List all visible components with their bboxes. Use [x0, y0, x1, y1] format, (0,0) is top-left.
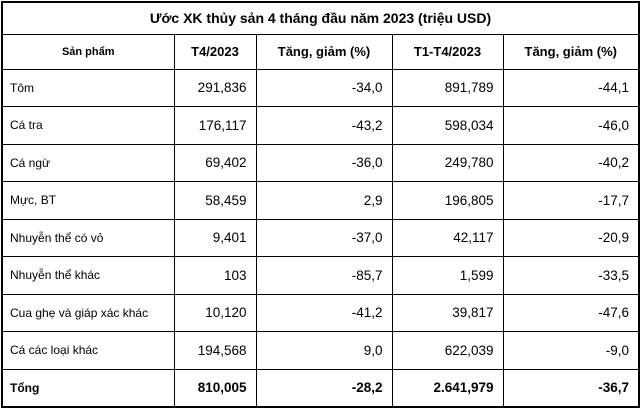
total-label-cell: Tổng — [1, 368, 175, 407]
t4-change-cell: -36,0 — [255, 143, 393, 182]
t4-change-cell: -37,0 — [255, 218, 393, 257]
t4-change-cell: -34,0 — [255, 68, 393, 107]
t4-value-cell: 176,117 — [173, 106, 257, 145]
t1-t4-change-cell: -9,0 — [502, 331, 640, 370]
t4-value-cell: 10,120 — [173, 293, 257, 332]
t4-change-cell: -43,2 — [255, 106, 393, 145]
t1-t4-value-cell: 249,780 — [391, 143, 504, 182]
t1-t4-value-cell: 42,117 — [391, 218, 504, 257]
t4-change-cell: -85,7 — [255, 256, 393, 295]
table-row-ca-tra: Cá tra 176,117 -43,2 598,034 -46,0 — [1, 106, 640, 145]
column-header-t4-2023: T4/2023 — [173, 33, 257, 70]
total-t4-value-cell: 810,005 — [173, 368, 257, 407]
t1-t4-value-cell: 891,789 — [391, 68, 504, 107]
t1-t4-change-cell: -47,6 — [502, 293, 640, 332]
t4-value-cell: 69,402 — [173, 143, 257, 182]
t4-change-cell: 9,0 — [255, 331, 393, 370]
table-row-ca-cac-loai-khac: Cá các loại khác 194,568 9,0 622,039 -9,… — [1, 331, 640, 370]
t1-t4-change-cell: -33,5 — [502, 256, 640, 295]
table-row-muc-bt: Mực, BT 58,459 2,9 196,805 -17,7 — [1, 181, 640, 220]
table-total-row: Tổng 810,005 -28,2 2.641,979 -36,7 — [1, 368, 640, 407]
product-cell: Tôm — [1, 68, 175, 107]
table-row-cua-ghe: Cua ghẹ và giáp xác khác 10,120 -41,2 39… — [1, 293, 640, 332]
total-t4-change-cell: -28,2 — [255, 368, 393, 407]
product-cell: Cá tra — [1, 106, 175, 145]
product-cell: Mực, BT — [1, 181, 175, 220]
column-header-product: Sản phẩm — [1, 33, 175, 70]
t4-value-cell: 103 — [173, 256, 257, 295]
table-title: Ước XK thủy sản 4 tháng đầu năm 2023 (tr… — [1, 1, 640, 35]
t1-t4-change-cell: -46,0 — [502, 106, 640, 145]
table-row-ca-ngu: Cá ngừ 69,402 -36,0 249,780 -40,2 — [1, 143, 640, 182]
t1-t4-change-cell: -17,7 — [502, 181, 640, 220]
t4-value-cell: 194,568 — [173, 331, 257, 370]
t4-value-cell: 291,836 — [173, 68, 257, 107]
t4-value-cell: 9,401 — [173, 218, 257, 257]
t1-t4-value-cell: 622,039 — [391, 331, 504, 370]
product-cell: Nhuyễn thể khác — [1, 256, 175, 295]
t1-t4-value-cell: 1,599 — [391, 256, 504, 295]
t1-t4-value-cell: 598,034 — [391, 106, 504, 145]
total-t1-t4-value-cell: 2.641,979 — [391, 368, 504, 407]
t4-value-cell: 58,459 — [173, 181, 257, 220]
column-header-change-t4: Tăng, giảm (%) — [255, 33, 393, 70]
table-row-nhuyen-the-khac: Nhuyễn thể khác 103 -85,7 1,599 -33,5 — [1, 256, 640, 295]
total-t1-t4-change-cell: -36,7 — [502, 368, 640, 407]
column-header-change-t1-t4: Tăng, giảm (%) — [502, 33, 640, 70]
t1-t4-change-cell: -44,1 — [502, 68, 640, 107]
table-header-row: Sản phẩm T4/2023 Tăng, giảm (%) T1-T4/20… — [1, 33, 640, 70]
t4-change-cell: 2,9 — [255, 181, 393, 220]
product-cell: Nhuyễn thể có vỏ — [1, 218, 175, 257]
table-row-tom: Tôm 291,836 -34,0 891,789 -44,1 — [1, 68, 640, 107]
t1-t4-change-cell: -40,2 — [502, 143, 640, 182]
product-cell: Cá các loại khác — [1, 331, 175, 370]
t1-t4-change-cell: -20,9 — [502, 218, 640, 257]
t4-change-cell: -41,2 — [255, 293, 393, 332]
t1-t4-value-cell: 196,805 — [391, 181, 504, 220]
column-header-t1-t4-2023: T1-T4/2023 — [391, 33, 504, 70]
table-title-row: Ước XK thủy sản 4 tháng đầu năm 2023 (tr… — [1, 1, 640, 35]
product-cell: Cá ngừ — [1, 143, 175, 182]
product-cell: Cua ghẹ và giáp xác khác — [1, 293, 175, 332]
table-row-nhuyen-the-co-vo: Nhuyễn thể có vỏ 9,401 -37,0 42,117 -20,… — [1, 218, 640, 257]
t1-t4-value-cell: 39,817 — [391, 293, 504, 332]
